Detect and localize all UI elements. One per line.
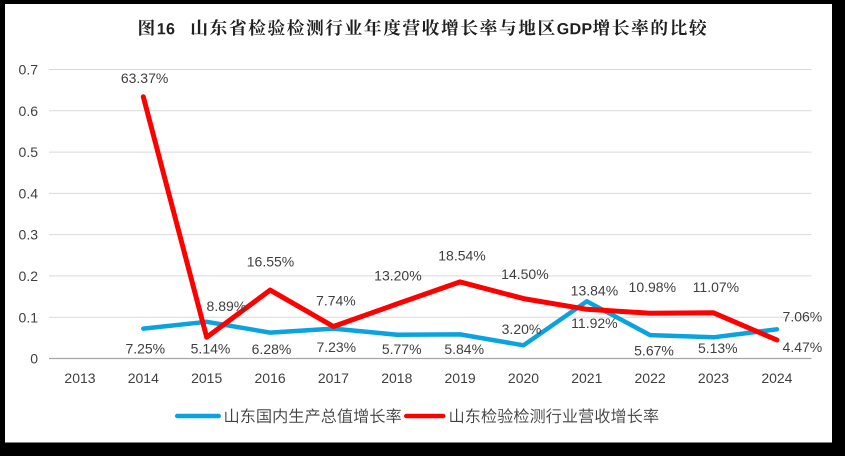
svg-text:0.6: 0.6 xyxy=(19,103,39,119)
svg-text:2023: 2023 xyxy=(698,370,729,386)
svg-text:13.20%: 13.20% xyxy=(374,268,421,284)
svg-text:8.89%: 8.89% xyxy=(207,298,247,314)
svg-text:7.23%: 7.23% xyxy=(316,339,356,355)
svg-text:2022: 2022 xyxy=(635,370,666,386)
svg-text:0.1: 0.1 xyxy=(19,309,39,325)
svg-text:4.47%: 4.47% xyxy=(783,339,823,355)
svg-text:2024: 2024 xyxy=(761,370,792,386)
svg-text:2019: 2019 xyxy=(445,370,476,386)
svg-text:6.28%: 6.28% xyxy=(252,341,292,357)
svg-text:5.84%: 5.84% xyxy=(444,341,484,357)
svg-text:7.74%: 7.74% xyxy=(316,292,356,308)
svg-text:0: 0 xyxy=(30,351,38,367)
svg-text:7.25%: 7.25% xyxy=(125,341,165,357)
svg-text:7.06%: 7.06% xyxy=(783,309,823,325)
svg-text:14.50%: 14.50% xyxy=(501,266,548,282)
svg-text:13.84%: 13.84% xyxy=(571,283,618,299)
svg-text:2021: 2021 xyxy=(571,370,602,386)
svg-text:0.4: 0.4 xyxy=(19,186,39,202)
svg-text:5.13%: 5.13% xyxy=(698,340,738,356)
svg-text:18.54%: 18.54% xyxy=(438,248,485,264)
svg-text:2014: 2014 xyxy=(128,370,159,386)
svg-text:0.7: 0.7 xyxy=(19,62,39,78)
svg-text:0.5: 0.5 xyxy=(19,144,39,160)
svg-text:5.77%: 5.77% xyxy=(382,341,422,357)
svg-text:0.2: 0.2 xyxy=(19,268,39,284)
svg-text:2018: 2018 xyxy=(381,370,412,386)
svg-text:2017: 2017 xyxy=(318,370,349,386)
svg-text:16.55%: 16.55% xyxy=(247,253,294,269)
svg-text:5.14%: 5.14% xyxy=(191,341,231,357)
svg-text:11.92%: 11.92% xyxy=(571,315,617,331)
svg-text:11.07%: 11.07% xyxy=(693,279,739,295)
svg-text:10.98%: 10.98% xyxy=(629,279,676,295)
svg-text:63.37%: 63.37% xyxy=(121,70,168,86)
svg-text:0.3: 0.3 xyxy=(19,227,39,243)
svg-text:2020: 2020 xyxy=(508,370,539,386)
svg-text:2016: 2016 xyxy=(255,370,286,386)
svg-text:5.67%: 5.67% xyxy=(634,342,674,358)
svg-text:2015: 2015 xyxy=(191,370,222,386)
svg-text:2013: 2013 xyxy=(64,370,95,386)
svg-text:3.20%: 3.20% xyxy=(502,321,542,337)
